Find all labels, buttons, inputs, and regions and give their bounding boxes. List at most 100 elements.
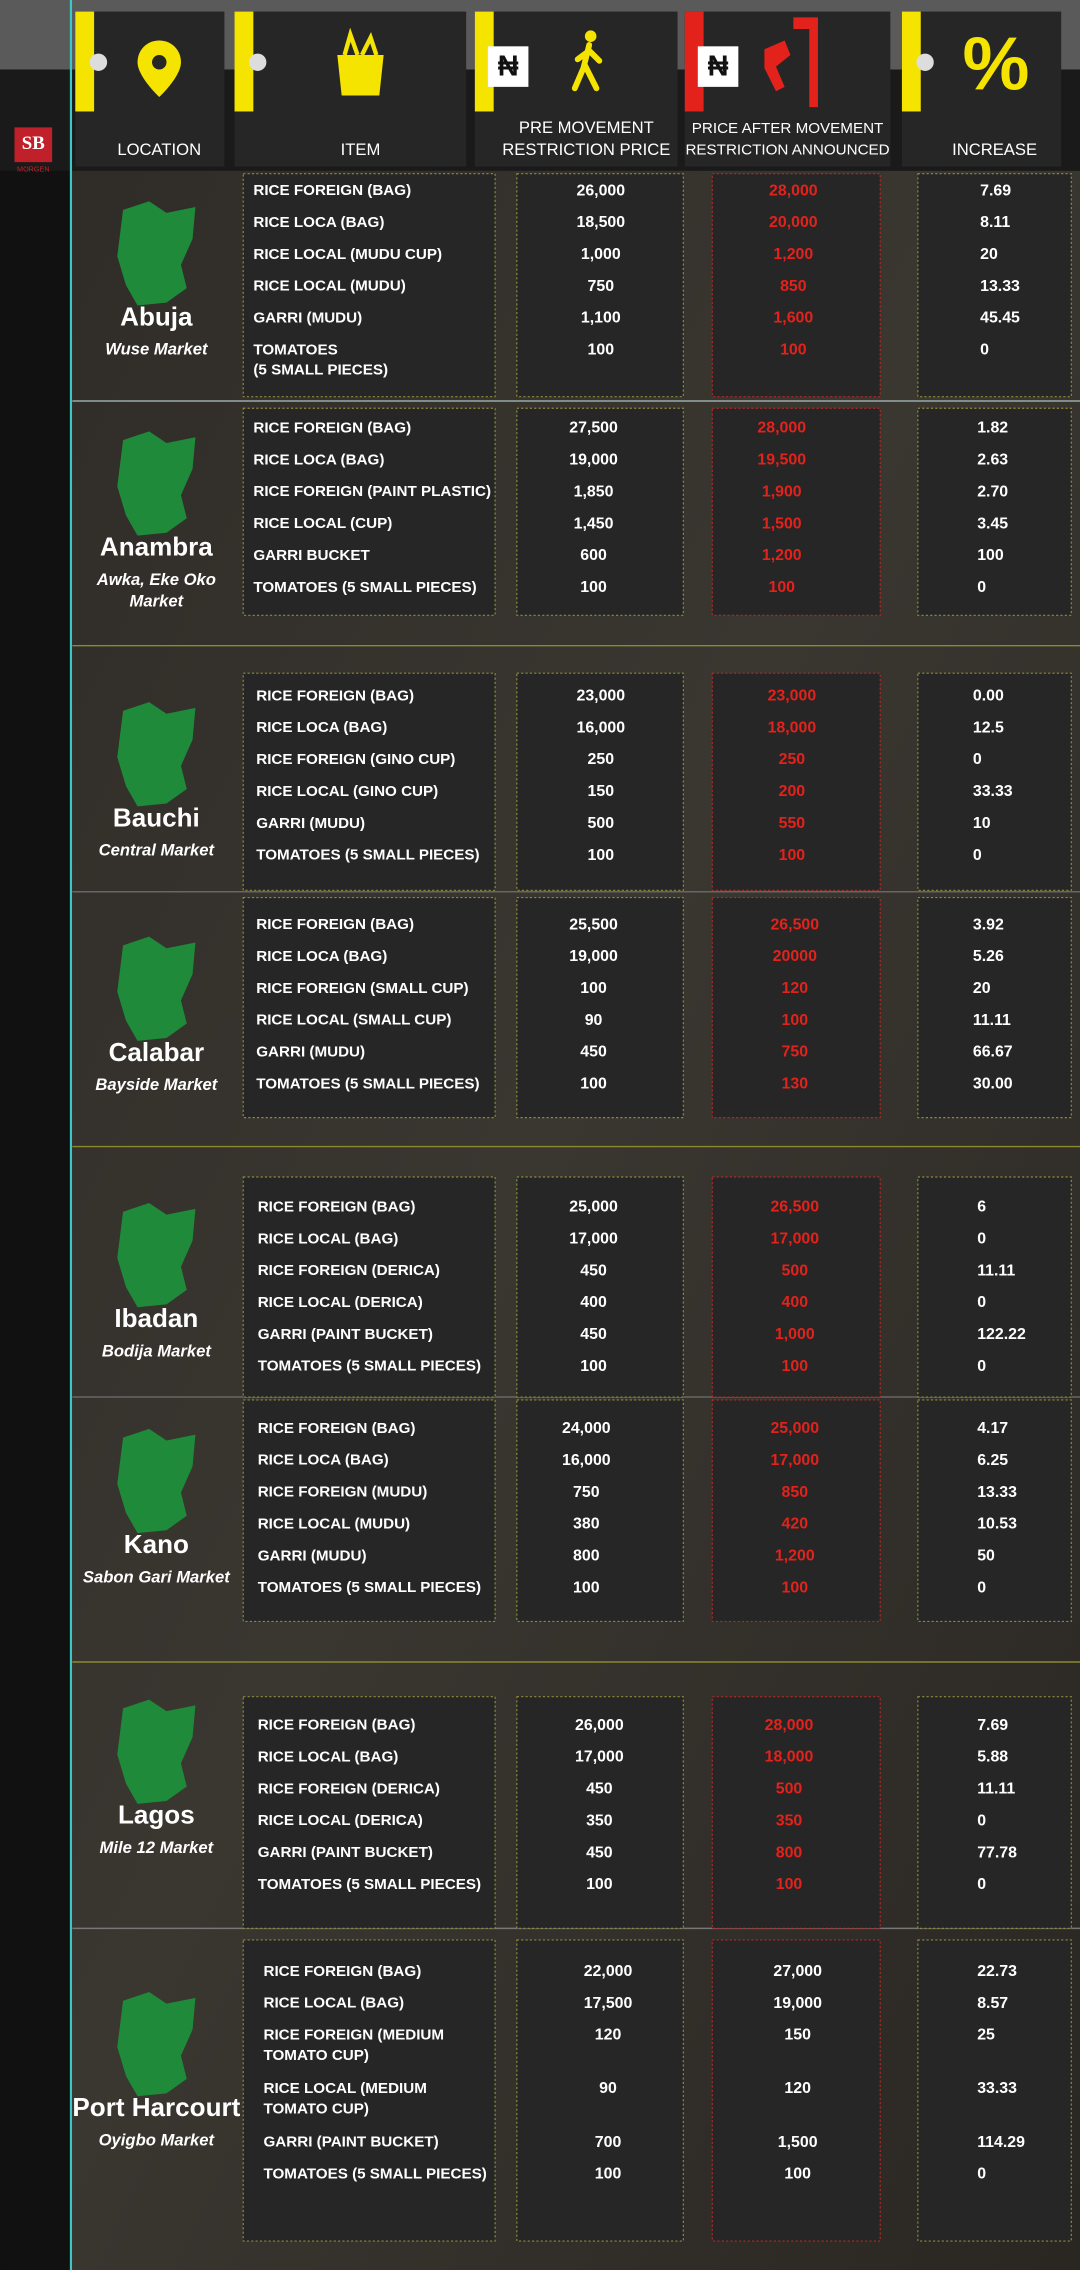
item-name: RICE FOREIGN (DERICA): [258, 1780, 440, 1797]
item-name: RICE FOREIGN (BAG): [263, 1963, 421, 1980]
state-map: [117, 702, 196, 807]
location-name: Kano: [124, 1529, 189, 1559]
item-name: TOMATOES (5 SMALL PIECES): [256, 1075, 479, 1092]
post-price: 100: [780, 342, 807, 359]
pre-price: 100: [586, 1876, 613, 1893]
increase: 5.26: [973, 948, 1004, 965]
increase: 25: [977, 2027, 995, 2044]
cell-box: [917, 1399, 1072, 1623]
header-label: PRE MOVEMENT: [519, 118, 654, 137]
increase: 12.5: [973, 719, 1004, 736]
pre-price: 16,000: [562, 1452, 611, 1469]
pre-price: 100: [580, 579, 607, 596]
pre-price: 100: [588, 342, 615, 359]
post-price: 420: [782, 1516, 809, 1533]
percent-icon: %: [963, 21, 1030, 105]
pre-price: 26,000: [575, 1717, 624, 1734]
post-price: 1,200: [762, 547, 802, 564]
cell-box: [711, 407, 881, 616]
item-name: RICE LOCAL (BAG): [258, 1230, 399, 1247]
header-label: ITEM: [341, 140, 381, 159]
pre-price: 1,450: [574, 515, 614, 532]
cell-box: [711, 173, 881, 398]
post-price: 25,000: [770, 1420, 819, 1437]
item-name: RICE FOREIGN (BAG): [258, 1420, 416, 1437]
cell-box: [242, 407, 496, 616]
item-name: RICE FOREIGN (BAG): [256, 916, 414, 933]
item-name: GARRI (MUDU): [256, 1043, 365, 1060]
left-strip: [0, 0, 71, 2270]
pre-price: 1,000: [581, 246, 621, 263]
item-name: RICE FOREIGN (SMALL CUP): [256, 980, 468, 997]
pre-price: 100: [580, 980, 607, 997]
item-name: GARRI (MUDU): [258, 1547, 367, 1564]
state-map: [117, 1992, 196, 2097]
increase: 0: [977, 1876, 986, 1893]
header-accent: [901, 11, 921, 112]
increase: 11.11: [977, 1781, 1015, 1798]
cell-box: [917, 672, 1072, 891]
increase: 8.11: [980, 214, 1010, 231]
item-name: RICE FOREIGN (BAG): [258, 1198, 416, 1215]
restriction-icon: [764, 17, 818, 108]
post-price: 800: [776, 1844, 803, 1861]
pre-price: 100: [580, 1358, 607, 1375]
market-name: Bayside Market: [95, 1075, 218, 1094]
pre-price: 18,500: [576, 214, 625, 231]
pre-price: 25,000: [569, 1199, 618, 1216]
post-price: 1,500: [778, 2134, 818, 2151]
pin-hole: [152, 55, 167, 70]
pre-price: 16,000: [576, 719, 625, 736]
cell-box: [917, 1939, 1072, 2242]
post-price: 20,000: [769, 214, 818, 231]
increase: 10.53: [977, 1516, 1017, 1533]
pre-price: 27,500: [569, 420, 618, 437]
increase: 0: [977, 1812, 986, 1829]
pre-price: 380: [573, 1516, 600, 1533]
cell-box: [242, 173, 496, 398]
item-name: RICE LOCAL (SMALL CUP): [256, 1012, 451, 1029]
logo-initials: SB: [22, 133, 45, 154]
pre-price: 25,500: [569, 916, 618, 933]
location-name: Port Harcourt: [72, 2092, 240, 2122]
cell-box: [516, 896, 684, 1119]
header-label: RESTRICTION ANNOUNCED: [685, 142, 889, 159]
increase: 0: [977, 2166, 986, 2183]
increase: 0: [977, 1579, 986, 1596]
walker-body: [571, 41, 603, 92]
increase: 114.29: [977, 2134, 1025, 2151]
item-name: RICE LOCAL (BAG): [263, 1995, 404, 2012]
item-name: RICE LOCAL (DERICA): [258, 1294, 423, 1311]
item-name: RICE LOCAL (CUP): [253, 515, 392, 532]
pre-price: 17,000: [569, 1230, 618, 1247]
post-price: 100: [779, 847, 806, 864]
pre-price: 120: [595, 2027, 622, 2044]
post-price: 850: [780, 278, 807, 295]
pre-price: 450: [580, 1326, 607, 1343]
cell-box: [242, 672, 496, 891]
item-name: RICE LOCAL (MEDIUM: [263, 2080, 426, 2097]
item-name: RICE FOREIGN (MEDIUM: [263, 2026, 444, 2043]
header-dot: [249, 53, 267, 71]
pre-price: 100: [588, 847, 615, 864]
item-name: RICE FOREIGN (GINO CUP): [256, 751, 455, 768]
cell-box: [711, 672, 881, 891]
item-name: TOMATOES (5 SMALL PIECES): [263, 2165, 486, 2182]
market-name: Central Market: [99, 841, 216, 860]
item-name: RICE FOREIGN (BAG): [256, 687, 414, 704]
pre-price: 250: [588, 751, 615, 768]
bag-icon: [337, 55, 384, 96]
item-name: RICE LOCAL (MUDU): [253, 278, 405, 295]
pre-price: 400: [580, 1294, 607, 1311]
cell-box: [242, 1696, 496, 1929]
market-name: Market: [130, 592, 185, 611]
pre-price: 19,000: [569, 452, 618, 469]
state-map: [117, 1699, 196, 1804]
pre-price: 450: [580, 1262, 607, 1279]
increase: 20: [973, 980, 991, 997]
increase: 0: [980, 342, 989, 359]
increase: 11.11: [977, 1262, 1015, 1279]
post-price: 28,000: [765, 1717, 814, 1734]
header-box: [901, 11, 1062, 167]
header-label: PRICE AFTER MOVEMENT: [692, 120, 884, 137]
